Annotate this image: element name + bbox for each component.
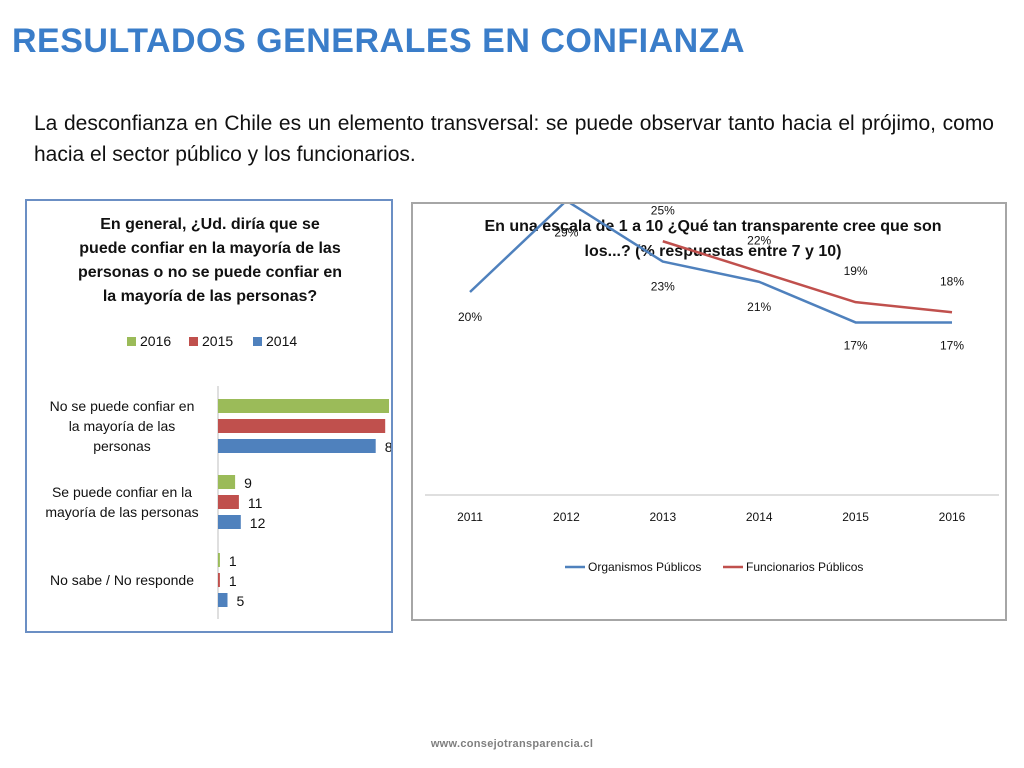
data-label: 29%	[554, 226, 578, 240]
x-tick-label: 2016	[939, 510, 966, 524]
line-chart-title-line: En una escala de 1 a 10 ¿Qué tan transpa…	[484, 218, 941, 235]
line-series-1	[469, 199, 952, 324]
data-label: 21%	[747, 300, 771, 314]
data-label: 17%	[844, 338, 868, 352]
bar-2015-2	[218, 495, 239, 509]
category-label: mayoría de las personas	[45, 504, 198, 520]
bar-chart-title-line: la mayoría de las personas?	[103, 288, 317, 305]
transparency-line-chart-panel: En una escala de 1 a 10 ¿Qué tan transpa…	[411, 199, 1007, 621]
bar-value-label: 1	[229, 573, 237, 589]
category-label: No se puede confiar en	[50, 398, 195, 414]
legend-swatch-2014	[253, 337, 262, 346]
bar-value-label: 12	[250, 515, 266, 531]
bar-2014-3	[218, 593, 228, 607]
bar-2015-1	[218, 419, 386, 433]
x-tick-label: 2015	[842, 510, 869, 524]
bar-value-label: 9	[244, 475, 252, 491]
bar-2016-3	[218, 553, 220, 567]
category-label: personas	[93, 438, 151, 454]
page-title: RESULTADOS GENERALES EN CONFIANZA	[12, 22, 746, 60]
bar-2014-1	[218, 439, 376, 453]
footer-url: www.consejotransparencia.cl	[430, 738, 594, 750]
bar-value-label: 1	[229, 553, 237, 569]
legend-label: Funcionarios Públicos	[746, 560, 863, 574]
intro-text: La desconfianza en Chile es un elemento …	[34, 112, 994, 166]
data-label: 17%	[940, 338, 964, 352]
data-label: 19%	[844, 264, 868, 278]
legend-swatch-2016	[127, 337, 136, 346]
bar-chart-title-line: personas o no se puede confiar en	[78, 264, 342, 281]
category-label: la mayoría de las	[69, 418, 176, 434]
x-tick-label: 2011	[457, 510, 483, 524]
data-label: 22%	[747, 234, 771, 248]
category-label: No sabe / No responde	[50, 572, 194, 588]
legend-swatch-2015	[189, 337, 198, 346]
bar-2016-2	[218, 475, 236, 489]
x-tick-label: 2012	[553, 510, 580, 524]
bar-value-label: 5	[237, 593, 245, 609]
bar-2014-2	[218, 515, 241, 529]
bar-2016-1	[218, 399, 389, 413]
data-label: 20%	[458, 310, 482, 324]
bar-chart-title-line: En general, ¿Ud. diría que se	[100, 216, 320, 233]
bar-2015-3	[218, 573, 220, 587]
line-series-2	[662, 240, 953, 314]
category-label: Se puede confiar en la	[52, 484, 192, 500]
data-label: 23%	[651, 280, 675, 294]
data-label: 18%	[940, 274, 964, 288]
data-label: 25%	[651, 204, 675, 217]
transparency-line-chart: En una escala de 1 a 10 ¿Qué tan transpa…	[425, 199, 999, 574]
bar-value-label: 83	[385, 439, 391, 455]
x-tick-label: 2013	[649, 510, 676, 524]
legend-label-2016: 2016	[140, 333, 171, 349]
x-tick-label: 2014	[746, 510, 773, 524]
legend-label-2015: 2015	[202, 333, 233, 349]
bar-value-label: 11	[248, 495, 263, 511]
bar-chart-title-line: puede confiar en la mayoría de las	[79, 240, 341, 257]
line-chart-title-line: los...? (% respuestas entre 7 y 10)	[585, 243, 842, 260]
trust-bar-chart: En general, ¿Ud. diría que se puede confi…	[45, 216, 414, 619]
trust-bar-chart-panel: En general, ¿Ud. diría que se puede confi…	[25, 199, 414, 633]
legend-label-2014: 2014	[266, 333, 297, 349]
legend-label: Organismos Públicos	[588, 560, 701, 574]
